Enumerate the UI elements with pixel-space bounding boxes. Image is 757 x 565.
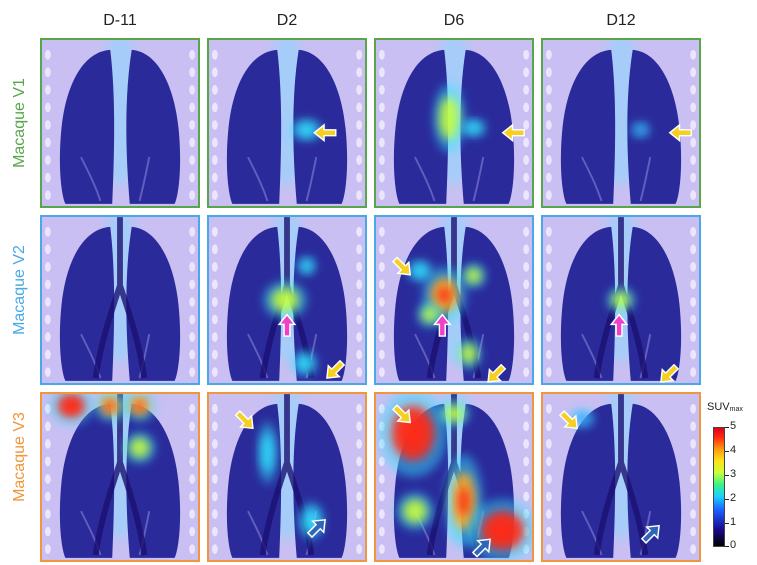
lung-scan-image [42, 40, 198, 206]
annotation-arrow-icon [277, 313, 297, 337]
scan-v3-d-11 [40, 392, 200, 562]
scan-v2-d2 [207, 215, 367, 385]
annotation-arrow-icon [668, 123, 692, 143]
colorbar-tick: 2 [730, 492, 737, 504]
colorbar-tick: 5 [730, 420, 737, 432]
column-label-d6: D6 [443, 12, 465, 29]
colorbar-tick: 1 [730, 516, 737, 528]
annotation-arrow-icon [501, 123, 525, 143]
annotation-arrow-icon [326, 359, 346, 379]
annotation-arrow-icon [487, 363, 507, 383]
lung-scan-image [42, 217, 198, 383]
annotation-arrow-icon [558, 410, 579, 430]
annotation-arrow-icon [313, 123, 337, 143]
scan-v3-d6 [374, 392, 534, 562]
scan-v2-d6 [374, 215, 534, 385]
scan-v1-d12 [541, 38, 701, 208]
annotation-arrow-icon [471, 538, 491, 558]
row-label-macaque-v3: Macaque V3 [11, 412, 28, 502]
colorbar [713, 427, 725, 547]
scan-v2-d-11 [40, 215, 200, 385]
lung-scan-image [209, 217, 365, 383]
lung-scan-image [543, 217, 699, 383]
scan-v3-d2 [207, 392, 367, 562]
lung-scan-image [209, 40, 365, 206]
column-label-d2: D2 [276, 12, 298, 29]
scan-v3-d12 [541, 392, 701, 562]
colorbar-tick: 0 [730, 539, 737, 551]
lung-scan-image [543, 394, 699, 560]
lung-scan-image [376, 40, 532, 206]
annotation-arrow-icon [234, 410, 254, 430]
annotation-arrow-icon [640, 524, 660, 544]
row-label-macaque-v1: Macaque V1 [11, 78, 28, 168]
annotation-arrow-icon [306, 519, 326, 539]
colorbar-tick: 3 [730, 468, 737, 480]
lung-scan-image [543, 40, 699, 206]
colorbar-title: SUVmax [707, 401, 743, 413]
annotation-arrow-icon [609, 313, 629, 337]
annotation-arrow-icon [432, 313, 452, 337]
column-label-d12: D12 [606, 12, 636, 29]
row-label-macaque-v2: Macaque V2 [11, 245, 28, 335]
annotation-arrow-icon [391, 256, 412, 276]
lung-scan-image [209, 394, 365, 560]
scan-v1-d2 [207, 38, 367, 208]
column-label-d-11: D-11 [103, 12, 137, 29]
lung-scan-image [42, 394, 198, 560]
scan-v1-d-11 [40, 38, 200, 208]
annotation-arrow-icon [391, 404, 412, 424]
annotation-arrow-icon [660, 363, 680, 383]
colorbar-tick: 4 [730, 444, 737, 456]
scan-v1-d6 [374, 38, 534, 208]
lung-scan-image [376, 394, 532, 560]
lung-scan-image [376, 217, 532, 383]
scan-v2-d12 [541, 215, 701, 385]
